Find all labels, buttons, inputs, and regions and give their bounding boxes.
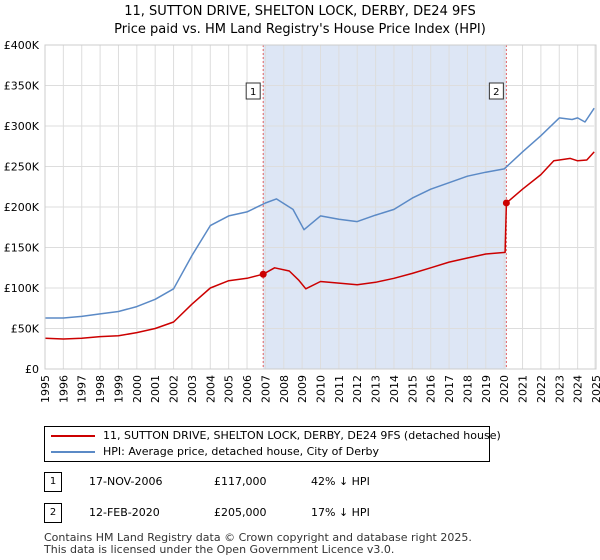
x-tick-label: 2007 xyxy=(259,375,272,403)
chart-subtitle: Price paid vs. HM Land Registry's House … xyxy=(114,22,486,37)
x-tick-label: 2023 xyxy=(553,375,566,403)
legend-swatch-property xyxy=(51,435,95,437)
x-tick-label: 2024 xyxy=(572,375,585,403)
legend: 11, SUTTON DRIVE, SHELTON LOCK, DERBY, D… xyxy=(44,426,501,462)
y-tick-label: £250K xyxy=(4,161,40,174)
sale-point-1 xyxy=(259,270,267,278)
x-tick-label: 2019 xyxy=(480,375,493,403)
x-tick-label: 2017 xyxy=(443,375,456,403)
footer-copyright: Contains HM Land Registry data © Crown c… xyxy=(44,531,472,544)
sale-point-2 xyxy=(502,199,510,207)
sale-hpi-diff: 42% ↓ HPI xyxy=(311,475,370,488)
x-tick-label: 2009 xyxy=(296,375,309,403)
y-tick-label: £400K xyxy=(4,39,40,52)
x-tick-label: 2014 xyxy=(388,375,401,403)
property-series-line xyxy=(44,151,595,340)
x-tick-label: 2012 xyxy=(351,375,364,403)
x-tick-label: 2001 xyxy=(149,375,162,403)
chart-title: 11, SUTTON DRIVE, SHELTON LOCK, DERBY, D… xyxy=(124,4,476,19)
x-tick-label: 2025 xyxy=(590,375,600,403)
x-tick-label: 2011 xyxy=(333,375,346,403)
x-tick-label: 2015 xyxy=(406,375,419,403)
price-chart: 1 2 £0 £50K £100K £150K £200K £250K £300K £350K £4… xyxy=(4,39,600,403)
sale-marker-box: 2 xyxy=(44,503,62,523)
y-tick-label: £200K xyxy=(4,201,40,214)
x-tick-label: 2004 xyxy=(204,375,217,403)
x-tick-label: 2013 xyxy=(370,375,383,403)
x-tick-label: 1997 xyxy=(76,375,89,403)
legend-label-hpi: HPI: Average price, detached house, City… xyxy=(103,445,380,458)
sale-label-text-1: 1 xyxy=(250,87,256,98)
y-tick-label: £300K xyxy=(4,120,40,133)
x-tick-label: 2016 xyxy=(425,375,438,403)
x-tick-label: 2021 xyxy=(517,375,530,403)
x-tick-label: 1995 xyxy=(39,375,52,403)
sale-label-box-1 xyxy=(245,82,261,100)
legend-swatch-hpi xyxy=(51,451,95,453)
x-tick-label: 2008 xyxy=(278,375,291,403)
x-tick-label: 2002 xyxy=(168,375,181,403)
y-tick-label: £0 xyxy=(25,363,39,376)
hpi-series-line xyxy=(45,107,595,319)
x-tick-label: 2018 xyxy=(461,375,474,403)
x-tick-label: 2020 xyxy=(498,375,511,403)
future-hatch xyxy=(594,45,596,369)
x-tick-label: 2003 xyxy=(186,375,199,403)
y-tick-label: £150K xyxy=(4,242,40,255)
sale-price: £205,000 xyxy=(214,506,267,519)
x-tick-label: 1999 xyxy=(112,375,125,403)
x-tick-label: 2005 xyxy=(223,375,236,403)
sale-date: 17-NOV-2006 xyxy=(89,475,163,488)
x-tick-label: 1998 xyxy=(94,375,107,403)
x-tick-label: 2000 xyxy=(131,375,144,403)
legend-label-property: 11, SUTTON DRIVE, SHELTON LOCK, DERBY, D… xyxy=(103,429,501,442)
x-tick-label: 2010 xyxy=(315,375,328,403)
sale-date: 12-FEB-2020 xyxy=(89,506,160,519)
sale-hpi-diff: 17% ↓ HPI xyxy=(311,506,370,519)
footer-licence: This data is licensed under the Open Gov… xyxy=(44,543,395,556)
sale-label-text-2: 2 xyxy=(493,87,499,98)
y-tick-label: £50K xyxy=(11,323,40,336)
plot-border xyxy=(44,44,597,370)
sale-label-box-2 xyxy=(488,82,504,100)
y-tick-label: £350K xyxy=(4,80,40,93)
x-tick-label: 2022 xyxy=(535,375,548,403)
x-tick-label: 2006 xyxy=(241,375,254,403)
sale-marker-box: 1 xyxy=(44,472,62,492)
x-tick-label: 1996 xyxy=(57,375,70,403)
sale-price: £117,000 xyxy=(214,475,267,488)
y-tick-label: £100K xyxy=(4,282,40,295)
